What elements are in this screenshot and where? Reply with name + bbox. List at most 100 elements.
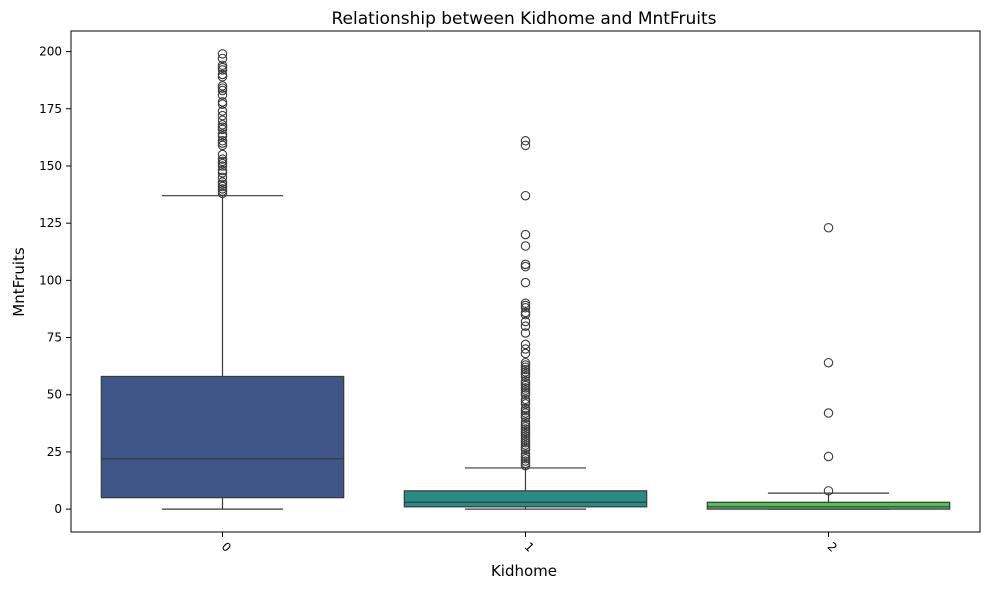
outlier-point xyxy=(520,389,531,400)
outlier-point xyxy=(217,186,228,196)
outlier-point xyxy=(217,124,228,135)
outlier-point xyxy=(520,360,531,370)
outlier-point xyxy=(520,348,531,359)
y-tick-label: 75 xyxy=(47,331,62,345)
y-tick-label: 0 xyxy=(54,502,62,516)
outlier-point xyxy=(217,131,228,141)
y-tick-label: 175 xyxy=(39,102,62,116)
outlier-point xyxy=(217,90,228,100)
outlier-point xyxy=(520,435,531,446)
outlier-point xyxy=(217,62,228,73)
outlier-point xyxy=(217,85,228,96)
outlier-point xyxy=(217,149,228,160)
outlier-point xyxy=(520,321,531,331)
outlier-point xyxy=(217,97,228,107)
outlier-point xyxy=(520,438,531,448)
outlier-point xyxy=(823,486,834,496)
outlier-point xyxy=(217,106,228,116)
iqr-box xyxy=(100,375,345,499)
outlier-point xyxy=(217,122,228,132)
outlier-point xyxy=(520,229,531,240)
outlier-point xyxy=(520,307,531,318)
outlier-point xyxy=(520,369,531,379)
outlier-point xyxy=(217,81,228,91)
outlier-point xyxy=(823,408,834,418)
outlier-point xyxy=(520,424,531,434)
outlier-point xyxy=(520,444,531,455)
outlier-point xyxy=(520,277,531,288)
outlier-point xyxy=(520,387,531,398)
outlier-point xyxy=(520,422,531,432)
outlier-point xyxy=(520,383,531,393)
outlier-point xyxy=(217,140,228,151)
outlier-point xyxy=(217,156,228,167)
outlier-point xyxy=(217,179,228,190)
outlier-point xyxy=(520,410,531,421)
outlier-point xyxy=(520,328,531,338)
y-tick-label: 50 xyxy=(47,388,62,402)
outlier-point xyxy=(520,300,531,311)
outlier-point xyxy=(520,428,531,439)
outlier-point xyxy=(520,190,531,201)
outlier-point xyxy=(520,412,531,423)
outlier-point xyxy=(217,138,228,148)
outlier-point xyxy=(217,184,228,194)
outlier-point xyxy=(520,364,531,375)
outlier-point xyxy=(520,339,531,350)
outlier-point xyxy=(217,172,228,183)
outlier-point xyxy=(520,316,531,327)
outlier-point xyxy=(217,60,228,71)
y-axis-label: MntFruits xyxy=(10,247,28,317)
outlier-point xyxy=(520,344,531,354)
outlier-point xyxy=(520,380,531,391)
outlier-point xyxy=(520,431,531,441)
outlier-point xyxy=(823,222,834,233)
outlier-point xyxy=(217,168,228,178)
box-group-1 xyxy=(403,136,648,510)
outlier-point xyxy=(217,99,228,109)
outlier-point xyxy=(520,367,531,377)
outlier-point xyxy=(520,403,531,414)
outlier-point xyxy=(520,261,531,272)
outlier-point xyxy=(217,177,228,187)
outlier-point xyxy=(520,442,531,453)
outlier-point xyxy=(520,408,531,418)
outlier-point xyxy=(823,451,834,462)
outlier-point xyxy=(520,419,531,430)
outlier-point xyxy=(520,440,531,450)
outlier-point xyxy=(520,433,531,443)
y-tick-label: 125 xyxy=(39,216,62,230)
y-axis: 0 25 50 75 100 125 150 175 200 xyxy=(39,45,71,516)
iqr-box xyxy=(706,501,951,510)
outlier-point xyxy=(520,456,531,466)
outlier-point xyxy=(217,165,228,176)
outlier-point xyxy=(217,136,228,146)
outlier-point xyxy=(520,309,531,320)
outlier-point xyxy=(520,362,531,373)
outlier-point xyxy=(217,188,228,199)
outlier-point xyxy=(217,110,228,121)
outlier-point xyxy=(520,417,531,427)
outlier-point xyxy=(520,385,531,395)
x-axis-label: Kidhome xyxy=(491,562,557,580)
outlier-point xyxy=(217,154,228,164)
chart-title: Relationship between Kidhome and MntFrui… xyxy=(332,9,717,29)
outlier-point xyxy=(520,458,531,469)
y-tick-label: 200 xyxy=(39,45,62,59)
outlier-point xyxy=(217,115,228,125)
outlier-point xyxy=(520,136,531,146)
outlier-point xyxy=(520,140,531,151)
outlier-point xyxy=(520,460,531,471)
box-group-0 xyxy=(100,49,345,510)
outlier-point xyxy=(520,449,531,459)
outlier-point xyxy=(217,49,228,59)
outlier-point xyxy=(520,399,531,409)
outlier-point xyxy=(520,426,531,437)
outlier-point xyxy=(217,69,228,80)
outlier-point xyxy=(217,181,228,192)
outlier-point xyxy=(520,357,531,368)
outlier-point xyxy=(520,451,531,462)
outlier-point xyxy=(520,371,531,382)
outlier-point xyxy=(520,259,531,270)
